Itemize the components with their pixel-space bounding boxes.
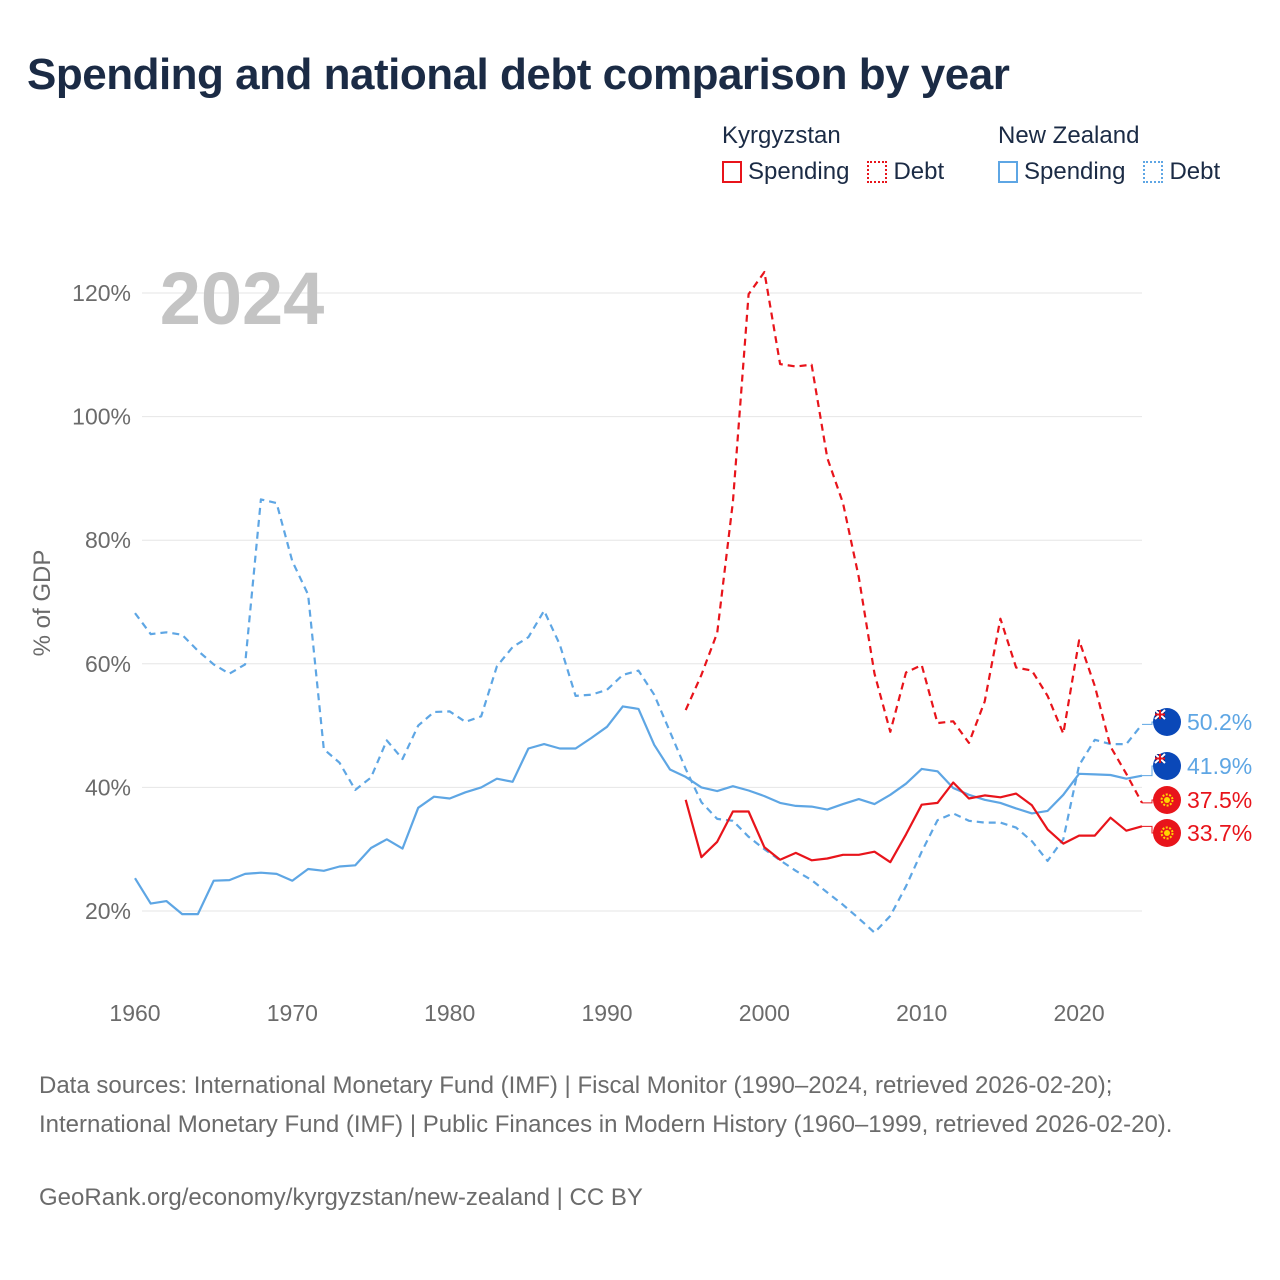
legend-label-kyrgyzstan-debt: Debt (893, 158, 945, 185)
legend-kyrgyzstan-spending[interactable]: Spending (722, 158, 849, 186)
x-tick-label: 1960 (109, 1000, 160, 1026)
legend-swatch-new-zealand-debt (1143, 161, 1164, 183)
legend-kyrgyzstan-debt[interactable]: Debt (867, 158, 944, 186)
legend-swatch-kyrgyzstan-spending (722, 161, 742, 183)
year-watermark: 2024 (160, 257, 325, 340)
kyrgyzstan-flag-icon (1153, 819, 1181, 847)
end-label-kyrgyzstan-debt: 37.5% (1187, 787, 1252, 813)
chart-title: Spending and national debt comparison by… (27, 50, 1010, 99)
series-kyrgyzstan-debt[interactable] (684, 270, 1143, 804)
x-tick-label: 1990 (581, 1000, 632, 1026)
legend-swatch-kyrgyzstan-debt (867, 161, 888, 183)
x-tick-label: 2000 (739, 1000, 790, 1026)
x-axis: 1960 1970 1980 1990 2000 2010 2020 (109, 1000, 1104, 1026)
y-axis-label: % of GDP (29, 550, 56, 657)
data-sources: Data sources: International Monetary Fun… (39, 1072, 1173, 1138)
y-tick-label: 40% (85, 774, 131, 800)
legend-country-kyrgyzstan: Kyrgyzstan (722, 122, 841, 149)
x-tick-label: 1970 (267, 1000, 318, 1026)
y-tick-label: 100% (72, 404, 131, 430)
series-new-zealand-spending[interactable] (134, 705, 1143, 916)
legend-label-kyrgyzstan-spending: Spending (748, 158, 850, 185)
kyrgyzstan-flag-icon (1153, 786, 1181, 814)
new-zealand-flag-icon (1153, 752, 1181, 780)
end-label-kyrgyzstan-spending: 33.7% (1187, 820, 1252, 846)
legend-label-new-zealand-debt: Debt (1169, 158, 1221, 185)
series (134, 270, 1143, 934)
credit-link[interactable]: GeoRank.org/economy/kyrgyzstan/new-zeala… (39, 1184, 643, 1211)
series-new-zealand-debt[interactable] (134, 498, 1143, 934)
legend-new-zealand-spending[interactable]: Spending (998, 158, 1125, 186)
x-tick-label: 2010 (896, 1000, 947, 1026)
legend-country-new-zealand: New Zealand (998, 122, 1140, 149)
legend-kyrgyzstan: Kyrgyzstan Spending Debt (722, 122, 944, 186)
line-chart: 2024 20%40%60%80%100%120% 1960 1970 1980 19… (29, 257, 1252, 1026)
x-tick-label: 1980 (424, 1000, 475, 1026)
new-zealand-flag-icon (1153, 708, 1181, 736)
y-tick-label: 20% (85, 898, 131, 924)
gridlines (142, 292, 1142, 912)
end-label-new-zealand-debt: 50.2% (1187, 709, 1252, 735)
y-tick-label: 120% (72, 280, 131, 306)
legend-new-zealand: New Zealand Spending Debt (998, 122, 1220, 186)
legend-swatch-new-zealand-spending (998, 161, 1018, 183)
x-tick-label: 2020 (1053, 1000, 1104, 1026)
y-tick-label: 80% (85, 527, 131, 553)
legend-new-zealand-debt[interactable]: Debt (1143, 158, 1220, 186)
y-tick-label: 60% (85, 651, 131, 677)
y-axis: 20% 40% 60% 80% 100% 120% (72, 280, 131, 924)
legend-label-new-zealand-spending: Spending (1024, 158, 1126, 185)
series-kyrgyzstan-spending[interactable] (684, 781, 1143, 864)
end-labels: 50.2% 41.9% 37.5% 33.7% (1142, 708, 1252, 847)
end-label-new-zealand-spending: 41.9% (1187, 753, 1252, 779)
